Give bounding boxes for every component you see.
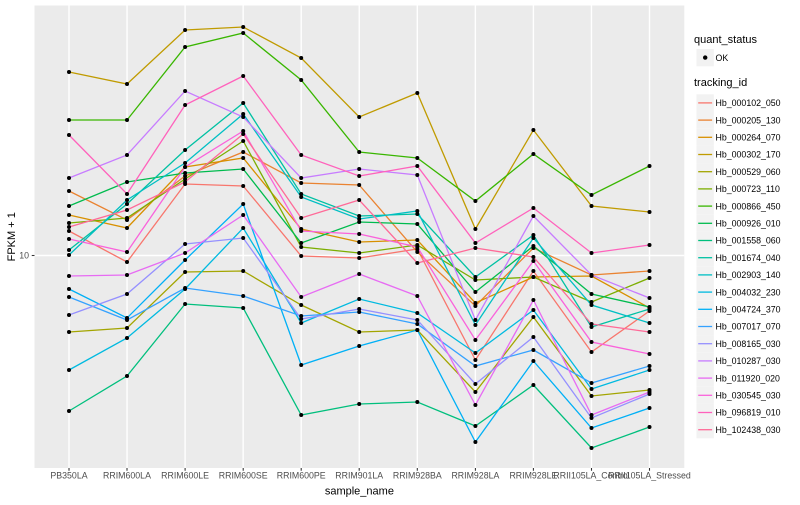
svg-text:Hb_004032_230: Hb_004032_230 — [716, 287, 781, 297]
svg-text:Hb_011920_020: Hb_011920_020 — [716, 373, 781, 383]
svg-text:Hb_000264_070: Hb_000264_070 — [716, 133, 781, 143]
svg-text:Hb_001674_040: Hb_001674_040 — [716, 253, 781, 263]
svg-text:RRIM600LE: RRIM600LE — [161, 471, 209, 481]
svg-text:Hb_010287_030: Hb_010287_030 — [716, 356, 781, 366]
svg-text:Hb_000102_050: Hb_000102_050 — [716, 98, 781, 108]
svg-text:Hb_000529_060: Hb_000529_060 — [716, 167, 781, 177]
svg-text:Hb_030545_030: Hb_030545_030 — [716, 391, 781, 401]
svg-text:tracking_id: tracking_id — [694, 77, 747, 89]
svg-text:RRIM600PE: RRIM600PE — [277, 471, 326, 481]
svg-text:Hb_102438_030: Hb_102438_030 — [716, 425, 781, 435]
svg-text:Hb_002903_140: Hb_002903_140 — [716, 270, 781, 280]
svg-text:Hb_000205_130: Hb_000205_130 — [716, 115, 781, 125]
svg-text:RRIM600SE: RRIM600SE — [219, 471, 268, 481]
svg-text:10: 10 — [19, 251, 29, 261]
svg-text:RRIM901LA: RRIM901LA — [335, 471, 383, 481]
svg-text:quant_status: quant_status — [694, 34, 757, 46]
svg-text:RRIM928LA: RRIM928LA — [451, 471, 499, 481]
svg-text:Hb_000723_110: Hb_000723_110 — [716, 184, 781, 194]
svg-text:RRII105LA_Control: RRII105LA_Control — [553, 471, 629, 481]
svg-text:Hb_004724_370: Hb_004724_370 — [716, 305, 781, 315]
svg-text:RRIM928BA: RRIM928BA — [393, 471, 442, 481]
svg-text:Hb_000866_450: Hb_000866_450 — [716, 201, 781, 211]
svg-text:RRII105LA_Stressed: RRII105LA_Stressed — [608, 471, 691, 481]
svg-text:PB350LA: PB350LA — [50, 471, 87, 481]
svg-text:Hb_096819_010: Hb_096819_010 — [716, 408, 781, 418]
svg-text:sample_name: sample_name — [325, 486, 394, 498]
svg-text:RRIM600LA: RRIM600LA — [103, 471, 151, 481]
svg-text:OK: OK — [716, 53, 729, 63]
svg-text:FPKM + 1: FPKM + 1 — [6, 212, 18, 261]
svg-text:Hb_008165_030: Hb_008165_030 — [716, 339, 781, 349]
svg-text:Hb_000302_170: Hb_000302_170 — [716, 150, 781, 160]
svg-text:Hb_000926_010: Hb_000926_010 — [716, 219, 781, 229]
svg-text:RRIM928LE: RRIM928LE — [509, 471, 557, 481]
svg-text:Hb_001558_060: Hb_001558_060 — [716, 236, 781, 246]
svg-text:Hb_007017_070: Hb_007017_070 — [716, 322, 781, 332]
